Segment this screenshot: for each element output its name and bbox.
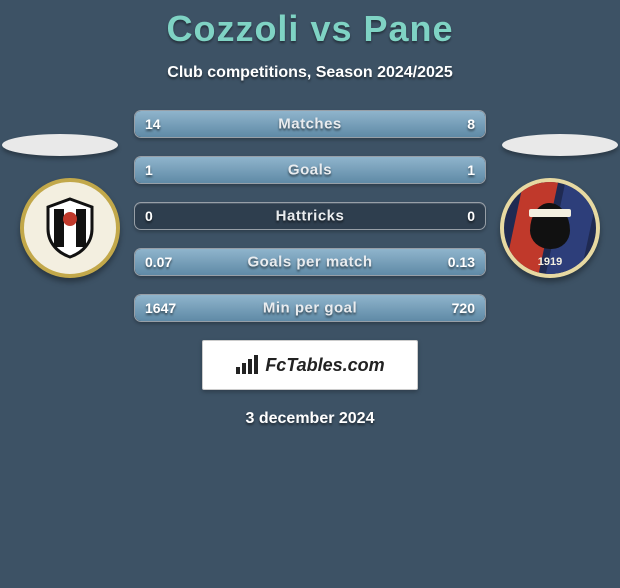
stat-bar: 1 1 Goals	[134, 156, 486, 184]
team-crest-right: 1919	[500, 178, 600, 278]
comparison-panel: 1919 14 8 Matches 1 1 Goals 0 0 Hattricks 0.07 0.1…	[0, 110, 620, 428]
stat-value-left: 14	[145, 116, 161, 132]
stat-label: Goals per match	[247, 254, 372, 271]
stat-label: Goals	[288, 162, 332, 179]
stat-value-left: 1	[145, 162, 153, 178]
stat-fill-right	[352, 111, 485, 137]
brand-logo: FcTables.com	[202, 340, 418, 390]
stat-value-left: 0	[145, 208, 153, 224]
stat-bar: 0.07 0.13 Goals per match	[134, 248, 486, 276]
stat-bar: 14 8 Matches	[134, 110, 486, 138]
team-crest-left	[20, 178, 120, 278]
stat-fill-right	[310, 157, 485, 183]
stat-value-right: 0.13	[448, 254, 475, 270]
stat-value-right: 8	[467, 116, 475, 132]
page-title: Cozzoli vs Pane	[0, 8, 620, 50]
stat-label: Min per goal	[263, 300, 357, 317]
stat-value-right: 0	[467, 208, 475, 224]
stat-fill-left	[135, 157, 310, 183]
crest-year: 1919	[538, 256, 562, 268]
stat-label: Matches	[278, 116, 342, 133]
page-subtitle: Club competitions, Season 2024/2025	[0, 64, 620, 82]
generated-date: 3 december 2024	[0, 410, 620, 428]
stat-bar: 1647 720 Min per goal	[134, 294, 486, 322]
shield-icon	[44, 197, 96, 259]
stat-label: Hattricks	[276, 208, 345, 225]
brand-text: FcTables.com	[265, 355, 384, 376]
stat-value-left: 0.07	[145, 254, 172, 270]
stat-value-right: 720	[452, 300, 475, 316]
bars-chart-icon	[235, 355, 259, 375]
stat-bars: 14 8 Matches 1 1 Goals 0 0 Hattricks 0.07 0.13 Goal…	[134, 110, 486, 322]
moor-band	[529, 209, 571, 217]
stat-bar: 0 0 Hattricks	[134, 202, 486, 230]
player-ellipse-left	[2, 134, 118, 156]
stat-value-left: 1647	[145, 300, 176, 316]
player-ellipse-right	[502, 134, 618, 156]
stat-value-right: 1	[467, 162, 475, 178]
